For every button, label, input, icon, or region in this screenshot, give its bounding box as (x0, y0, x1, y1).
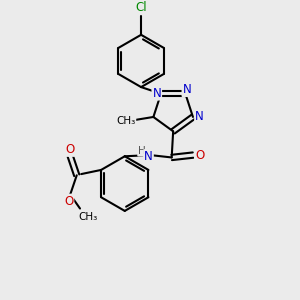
Text: CH₃: CH₃ (78, 212, 98, 222)
Text: H: H (138, 146, 146, 156)
Text: N: N (195, 110, 204, 123)
Text: O: O (195, 148, 204, 162)
Text: N: N (182, 83, 191, 96)
Text: CH₃: CH₃ (116, 116, 135, 126)
Text: O: O (65, 143, 74, 156)
Text: O: O (64, 195, 74, 208)
Text: N: N (152, 87, 161, 100)
Text: N: N (144, 150, 153, 163)
Text: Cl: Cl (135, 1, 147, 14)
